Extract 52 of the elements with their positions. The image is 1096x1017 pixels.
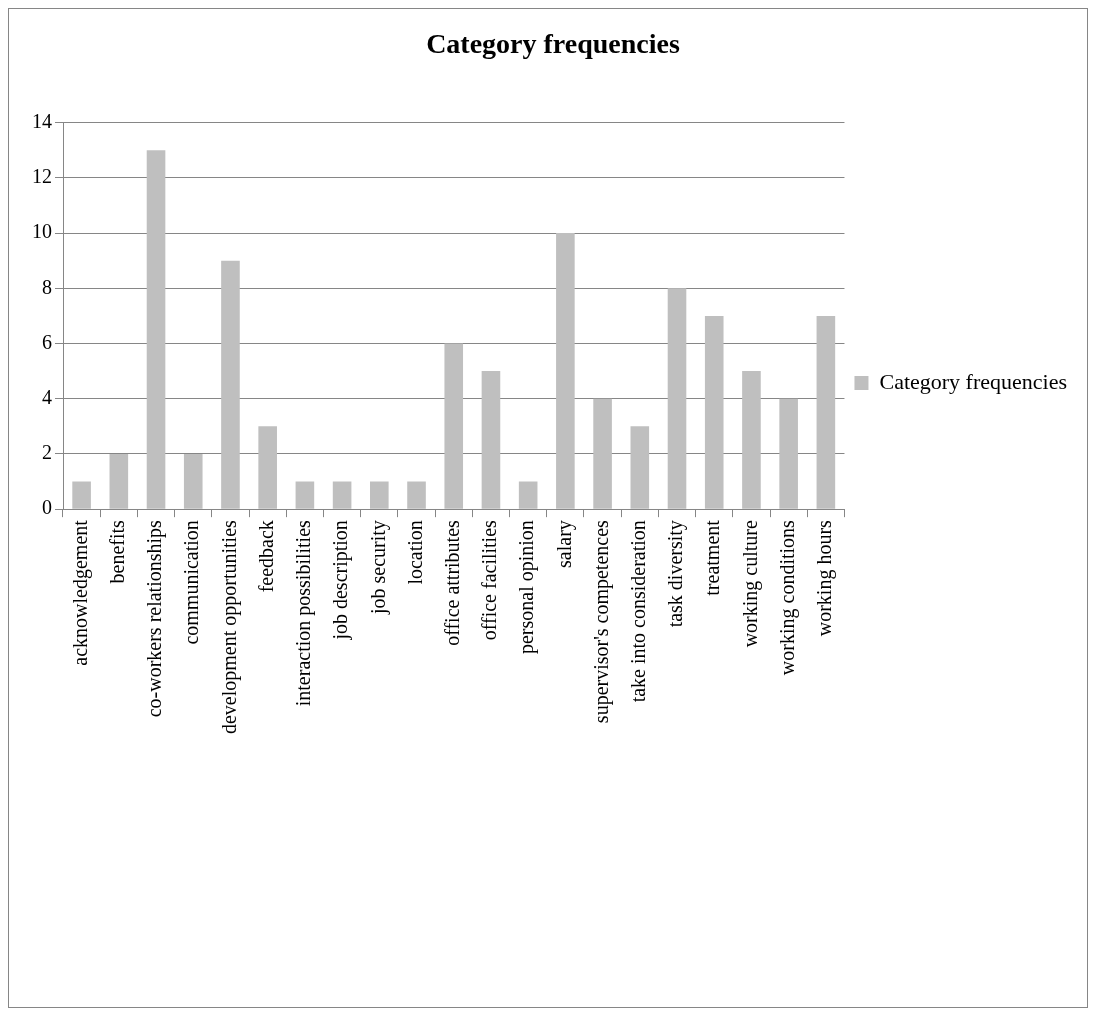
chart-title: Category frequencies <box>426 28 680 60</box>
bar <box>109 453 129 509</box>
x-tick-label: feedback <box>254 520 277 593</box>
x-tick-label: treatment <box>701 519 724 596</box>
x-tick-label: location <box>403 520 426 585</box>
bar <box>444 343 464 509</box>
x-tick-label: task diversity <box>664 520 688 628</box>
x-tick-label: salary <box>552 520 576 568</box>
y-tick-label: 12 <box>32 165 52 188</box>
bar <box>370 481 389 509</box>
bar <box>518 481 538 509</box>
y-tick-label: 2 <box>42 441 52 464</box>
x-tick-label: personal opinion <box>515 520 539 655</box>
bar <box>407 481 426 509</box>
legend-label: Category frequencies <box>879 368 1067 394</box>
y-tick-label: 8 <box>42 275 52 298</box>
bar <box>667 288 687 509</box>
bar <box>816 315 836 509</box>
bar <box>221 260 240 509</box>
bar <box>481 371 501 509</box>
bar <box>742 371 761 509</box>
bar <box>72 481 91 509</box>
y-tick-label: 6 <box>42 330 52 353</box>
x-tick-label: working conditions <box>775 519 799 676</box>
x-tick-label: office facilities <box>478 519 501 641</box>
x-tick-label: supervisor's competences <box>589 519 613 724</box>
y-tick-label: 0 <box>42 496 52 519</box>
bar <box>332 481 352 509</box>
y-tick-label: 14 <box>32 109 52 132</box>
bar <box>146 150 166 509</box>
x-tick-label: benefits <box>106 519 129 584</box>
bar <box>630 426 650 509</box>
x-tick-label: working hours <box>813 519 837 637</box>
x-tick-label: take into consideration <box>627 520 650 703</box>
x-tick-label: job security <box>366 520 390 616</box>
x-tick-label: interaction possibilities <box>292 519 316 707</box>
bar <box>779 398 798 509</box>
x-tick-label: working culture <box>738 520 762 648</box>
bar <box>556 233 575 509</box>
x-tick-label: co-workers relationships <box>143 519 167 718</box>
bar <box>593 398 612 509</box>
x-tick-label: office attributes <box>440 519 463 646</box>
bar <box>704 315 724 509</box>
y-tick-label: 4 <box>42 385 52 408</box>
bar <box>258 426 277 509</box>
x-tick-label: development opportunities <box>217 519 241 735</box>
y-tick-label: 10 <box>32 220 52 243</box>
x-tick-label: acknowledgement <box>68 519 92 666</box>
bar <box>183 453 203 509</box>
x-tick-label: job description <box>329 520 353 641</box>
bar <box>295 481 315 509</box>
x-tick-label: communication <box>180 520 203 645</box>
